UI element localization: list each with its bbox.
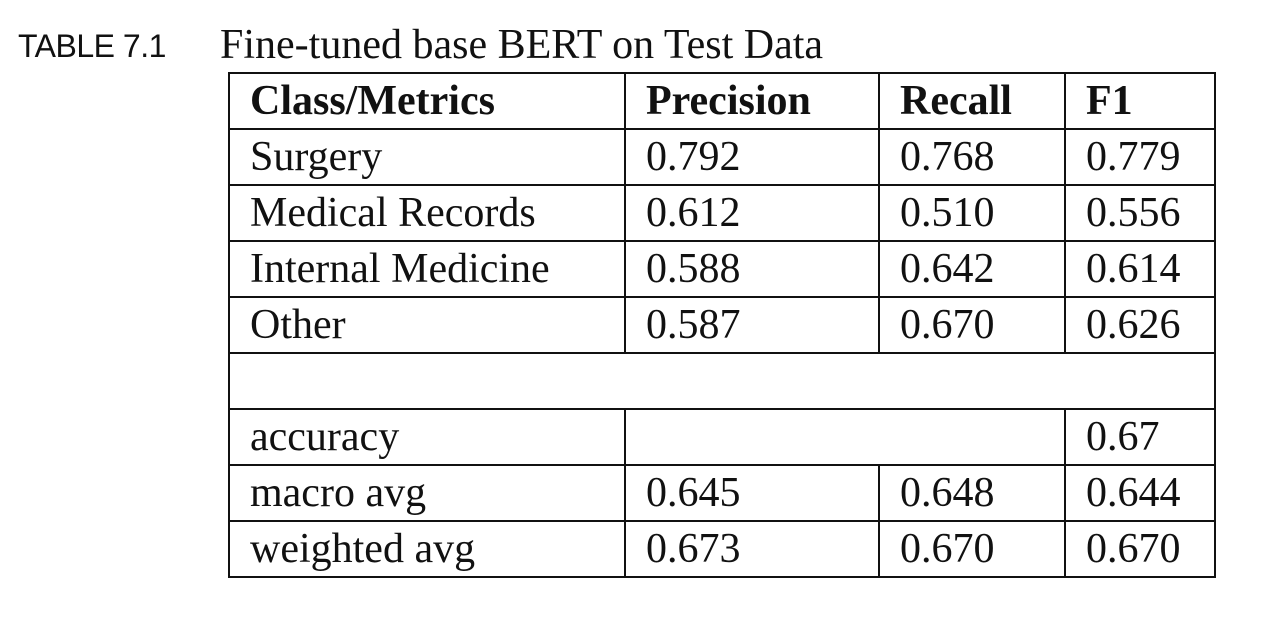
- f1-cell: 0.556: [1064, 184, 1216, 242]
- table-row: Internal Medicine 0.588 0.642 0.614: [228, 240, 1216, 298]
- f1-cell: 0.614: [1064, 240, 1216, 298]
- accuracy-label-cell: accuracy: [228, 408, 626, 466]
- precision-cell: 0.792: [624, 128, 880, 186]
- precision-cell: 0.645: [624, 464, 880, 522]
- recall-cell: 0.768: [878, 128, 1066, 186]
- table-row: Other 0.587 0.670 0.626: [228, 296, 1216, 354]
- class-name-cell: Medical Records: [228, 184, 626, 242]
- recall-cell: 0.642: [878, 240, 1066, 298]
- f1-cell: 0.644: [1064, 464, 1216, 522]
- precision-cell: 0.588: [624, 240, 880, 298]
- recall-cell: 0.670: [878, 296, 1066, 354]
- summary-label-cell: macro avg: [228, 464, 626, 522]
- accuracy-empty-cell: [624, 408, 1066, 466]
- table-header-row: Class/Metrics Precision Recall F1: [228, 72, 1216, 130]
- recall-cell: 0.510: [878, 184, 1066, 242]
- metrics-table: Class/Metrics Precision Recall F1 Surger…: [228, 72, 1216, 578]
- class-name-cell: Surgery: [228, 128, 626, 186]
- accuracy-row: accuracy 0.67: [228, 408, 1216, 466]
- f1-cell: 0.779: [1064, 128, 1216, 186]
- header-recall: Recall: [878, 72, 1066, 130]
- table-row: Surgery 0.792 0.768 0.779: [228, 128, 1216, 186]
- table-caption-label: TABLE 7.1: [18, 28, 166, 64]
- class-name-cell: Internal Medicine: [228, 240, 626, 298]
- f1-cell: 0.626: [1064, 296, 1216, 354]
- spacer-cell: [228, 352, 1216, 410]
- header-f1: F1: [1064, 72, 1216, 130]
- precision-cell: 0.587: [624, 296, 880, 354]
- summary-row-weighted: weighted avg 0.673 0.670 0.670: [228, 520, 1216, 578]
- f1-cell: 0.670: [1064, 520, 1216, 578]
- header-class-metrics: Class/Metrics: [228, 72, 626, 130]
- accuracy-value-cell: 0.67: [1064, 408, 1216, 466]
- table-row: Medical Records 0.612 0.510 0.556: [228, 184, 1216, 242]
- recall-cell: 0.648: [878, 464, 1066, 522]
- summary-label-cell: weighted avg: [228, 520, 626, 578]
- summary-row-macro: macro avg 0.645 0.648 0.644: [228, 464, 1216, 522]
- spacer-row: [228, 352, 1216, 410]
- table-caption-title: Fine-tuned base BERT on Test Data: [220, 22, 824, 68]
- header-precision: Precision: [624, 72, 880, 130]
- recall-cell: 0.670: [878, 520, 1066, 578]
- class-name-cell: Other: [228, 296, 626, 354]
- precision-cell: 0.673: [624, 520, 880, 578]
- precision-cell: 0.612: [624, 184, 880, 242]
